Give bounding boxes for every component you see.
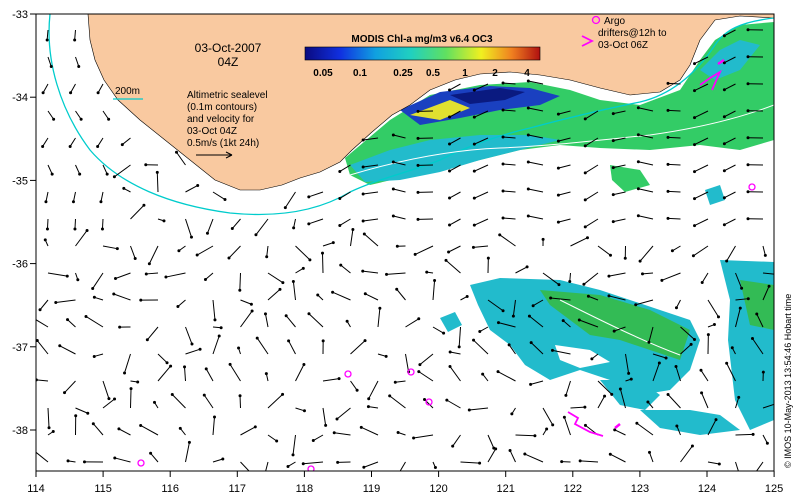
colorbar: MODIS Chl-a mg/m3 v6.4 OC3 0.05 0.1 0.25 0.… [304,34,541,79]
svg-text:(0.1m contours): (0.1m contours) [187,102,257,113]
colorbar-tick-label: 0.5 [426,68,440,79]
svg-text:Argo: Argo [604,16,626,27]
colorbar-tick-label: 2 [492,68,498,79]
sealevel-contour [349,104,774,176]
date-line-1: 03-Oct-2007 [195,41,262,55]
lat-tick-label: -37 [12,342,28,354]
lon-tick-label: 124 [698,483,716,495]
svg-text:03-Oct 04Z: 03-Oct 04Z [187,126,237,137]
lat-tick-label: -36 [12,259,28,271]
velocity-arrows [36,28,774,471]
lon-tick-label: 116 [161,483,179,495]
argo-legend: Argo drifters@12h to 03-Oct 06Z [581,15,667,51]
plot-frame [35,13,775,472]
lat-tick-label: -35 [12,175,28,187]
lon-tick-label: 122 [564,483,582,495]
lon-tick-label: 119 [363,483,381,495]
chlorophyll-offshore-patch [440,260,774,435]
lon-tick-label: 125 [765,483,783,495]
svg-text:03-Oct 06Z: 03-Oct 06Z [598,40,648,51]
land-mass [36,14,774,191]
colorbar-tick-label: 0.1 [353,68,367,79]
longitude-axis: 114 115 116 117 118 119 120 121 122 123 124 125 [27,471,783,495]
svg-text:and velocity for: and velocity for [187,114,255,125]
colorbar-gradient [304,46,541,61]
contour-legend-label: 200m [115,86,140,97]
colorbar-tick-label: 0.25 [393,68,413,79]
lon-tick-label: 121 [497,483,515,495]
colorbar-tick-label: 4 [524,68,530,79]
date-line-2: 04Z [218,55,239,69]
lon-tick-label: 114 [27,483,45,495]
sealevel-note: Altimetric sealevel (0.1m contours) and … [187,90,268,159]
svg-text:drifters@12h to: drifters@12h to [598,28,667,39]
colorbar-tick-label: 0.05 [313,68,333,79]
lat-tick-label: -38 [12,425,28,437]
colorbar-title: MODIS Chl-a mg/m3 v6.4 OC3 [351,34,493,45]
argo-drifters [137,58,756,471]
credit-text: © IMOS 10-May-2013 13:54:46 Hobart time [783,294,793,468]
lon-tick-label: 115 [94,483,112,495]
lon-tick-label: 117 [229,483,247,495]
svg-text:0.5m/s (1kt 24h): 0.5m/s (1kt 24h) [187,138,259,149]
latitude-axis: -33 -34 -35 -36 -37 -38 [12,9,36,437]
lat-tick-label: -33 [12,9,28,21]
colorbar-tick-label: 1 [462,68,468,79]
lon-tick-label: 123 [631,483,649,495]
lon-tick-label: 120 [429,483,447,495]
svg-text:Altimetric sealevel: Altimetric sealevel [187,90,268,101]
chlorophyll-coastal-band [345,22,774,205]
lon-tick-label: 118 [296,483,314,495]
lat-tick-label: -34 [12,92,28,104]
